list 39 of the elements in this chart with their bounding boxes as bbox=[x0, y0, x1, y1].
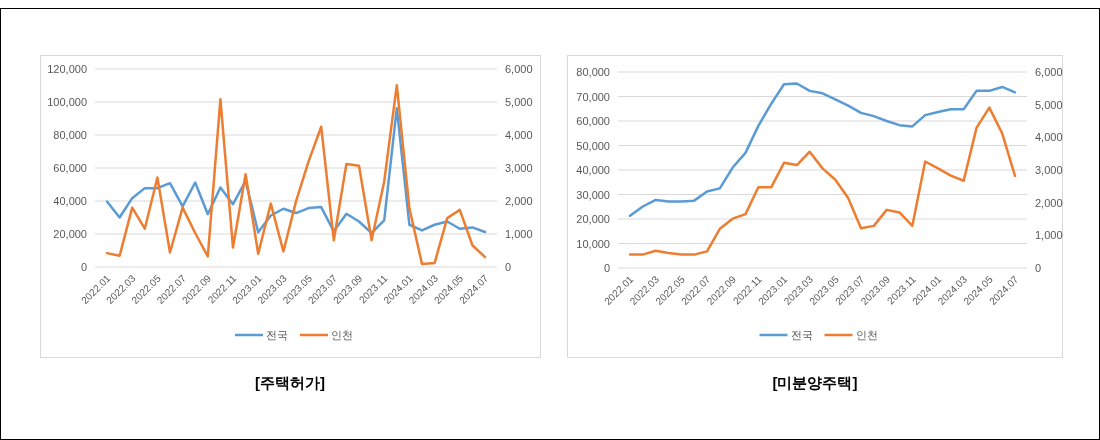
y2-tick-label: 2,000 bbox=[1035, 196, 1063, 209]
y-tick-label: 40,000 bbox=[53, 195, 87, 207]
y2-tick-label: 5,000 bbox=[1035, 98, 1063, 111]
y2-tick-label: 6,000 bbox=[1035, 66, 1063, 78]
y2-tick-label: 5,000 bbox=[505, 96, 533, 108]
legend-label: 전국 bbox=[790, 329, 813, 341]
y2-tick-label: 2,000 bbox=[505, 195, 533, 207]
y-tick-label: 60,000 bbox=[53, 162, 87, 174]
y-tick-label: 80,000 bbox=[576, 66, 610, 78]
y2-tick-label: 3,000 bbox=[505, 162, 533, 174]
y-tick-label: 60,000 bbox=[576, 115, 610, 127]
y2-tick-label: 0 bbox=[1035, 262, 1042, 274]
y2-tick-label: 4,000 bbox=[1035, 131, 1063, 144]
y-tick-label: 0 bbox=[603, 262, 610, 274]
y-tick-label: 40,000 bbox=[576, 164, 610, 176]
y2-tick-label: 1,000 bbox=[505, 228, 533, 240]
y2-tick-label: 0 bbox=[505, 261, 512, 273]
y-tick-label: 120,000 bbox=[47, 63, 87, 75]
y-tick-label: 70,000 bbox=[576, 90, 610, 103]
y2-tick-label: 4,000 bbox=[505, 129, 533, 141]
y2-tick-label: 1,000 bbox=[1035, 229, 1063, 242]
text: [주택허가] bbox=[255, 374, 325, 391]
line-series bbox=[628, 106, 1017, 256]
y2-tick-label: 6,000 bbox=[505, 63, 533, 75]
y-tick-label: 10,000 bbox=[576, 237, 610, 250]
y-tick-label: 20,000 bbox=[53, 228, 87, 240]
y-tick-label: 100,000 bbox=[47, 96, 87, 108]
legend-label: 인천 bbox=[331, 329, 353, 341]
y-tick-label: 50,000 bbox=[576, 139, 610, 152]
y-tick-label: 0 bbox=[80, 261, 87, 273]
y-tick-label: 20,000 bbox=[576, 213, 610, 225]
line-series bbox=[628, 82, 1017, 218]
line-series bbox=[105, 83, 487, 266]
y2-tick-label: 3,000 bbox=[1035, 164, 1063, 176]
text: [미분양주택] bbox=[772, 374, 858, 391]
legend-label: 인천 bbox=[855, 329, 878, 341]
legend-label: 전국 bbox=[266, 329, 288, 341]
y-tick-label: 30,000 bbox=[576, 188, 610, 201]
y-tick-label: 80,000 bbox=[53, 129, 87, 141]
